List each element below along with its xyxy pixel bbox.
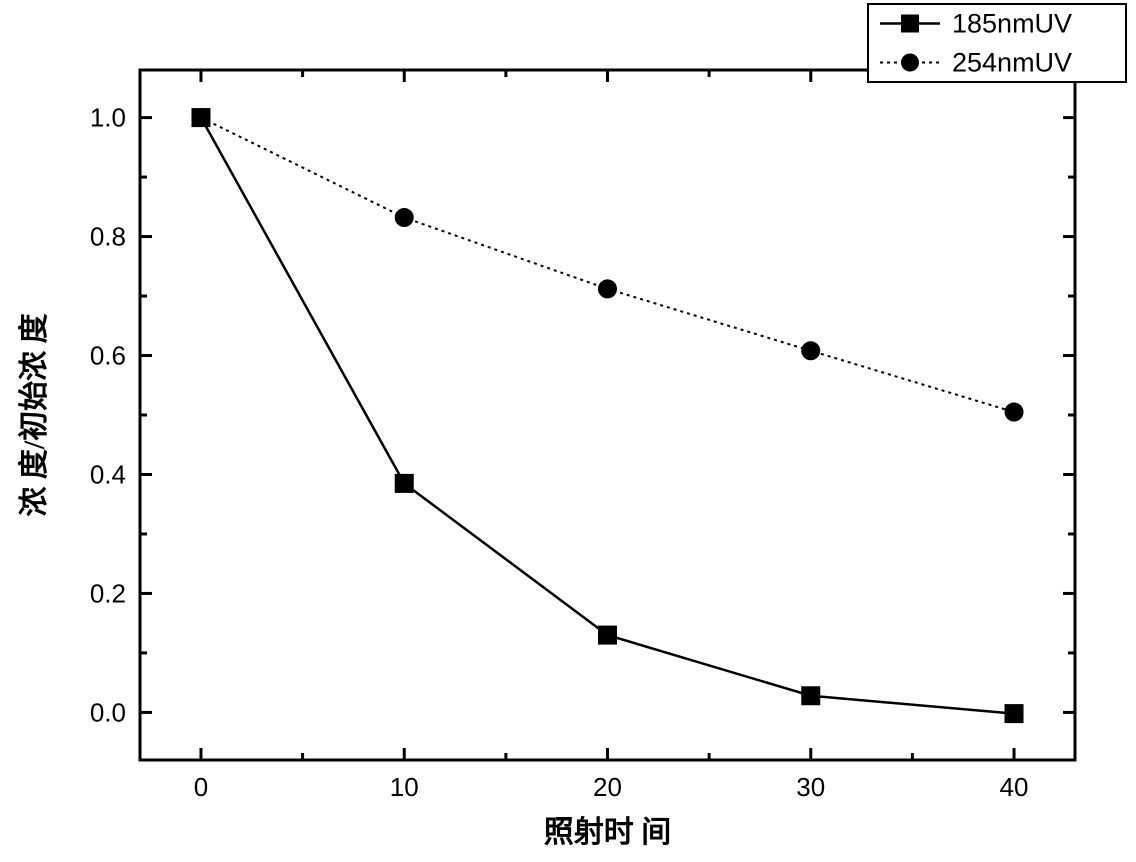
legend-label: 185nmUV — [952, 9, 1072, 39]
y-tick-label: 0.0 — [90, 697, 126, 727]
series-marker-square — [395, 474, 413, 492]
x-axis-title: 照射时 间 — [544, 816, 672, 849]
series-marker-circle — [192, 109, 210, 127]
y-tick-label: 0.4 — [90, 459, 126, 489]
y-tick-label: 0.8 — [90, 222, 126, 252]
y-axis-title: 浓 度/初始浓 度 — [18, 313, 51, 516]
series-marker-circle — [1005, 403, 1023, 421]
legend-label: 254nmUV — [952, 48, 1072, 78]
y-tick-label: 1.0 — [90, 103, 126, 133]
x-tick-label: 40 — [1000, 772, 1029, 802]
x-tick-label: 0 — [194, 772, 208, 802]
series-marker-square — [802, 687, 820, 705]
series-line-0 — [201, 118, 1014, 714]
series-marker-square — [1005, 705, 1023, 723]
x-tick-label: 30 — [796, 772, 825, 802]
series-marker-circle — [802, 342, 820, 360]
series-marker-circle — [395, 209, 413, 227]
legend-marker-square — [901, 15, 919, 33]
y-tick-label: 0.2 — [90, 578, 126, 608]
x-tick-label: 20 — [593, 772, 622, 802]
y-tick-label: 0.6 — [90, 341, 126, 371]
series-marker-circle — [599, 280, 617, 298]
legend-marker-circle — [901, 54, 919, 72]
chart-container: 0 10 20 30 40 0.0 0.2 0.4 0.6 0.8 1.0 照射时 间 浓 度/初始浓 … — [0, 0, 1136, 862]
line-chart: 0 10 20 30 40 0.0 0.2 0.4 0.6 0.8 1.0 照射时 间 浓 度/初始浓 … — [0, 0, 1136, 862]
series-line-1 — [201, 118, 1014, 412]
x-tick-label: 10 — [390, 772, 419, 802]
series-marker-square — [599, 626, 617, 644]
plot-border — [140, 70, 1075, 760]
